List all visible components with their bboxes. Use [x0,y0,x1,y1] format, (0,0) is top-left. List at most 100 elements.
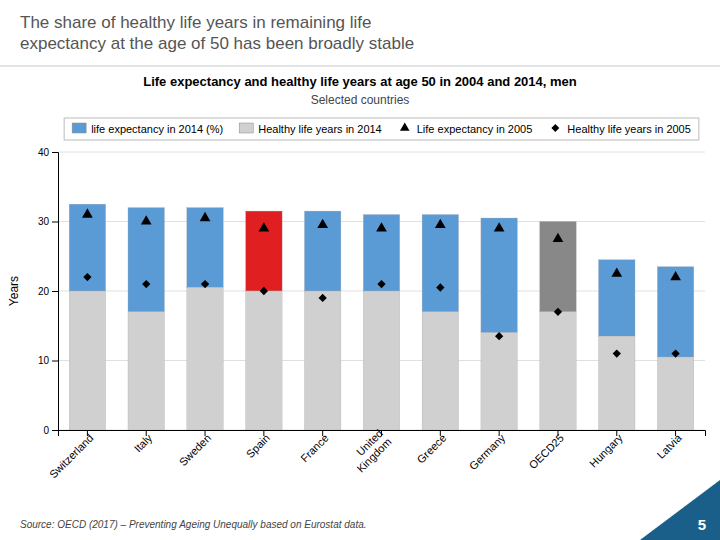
source: Source: OECD (2017) – Preventing Ageing … [20,519,367,530]
bar [540,222,576,312]
y-tick-mark [52,222,58,223]
bar [187,208,223,288]
subtitle2: Selected countries [311,93,410,107]
marker [258,222,269,231]
bar [69,204,105,291]
grid [58,152,705,430]
y-tick-label: 10 [38,355,50,366]
y-tick-mark [52,291,58,292]
x-tick-label: OECD25 [526,432,566,472]
bar [363,291,399,430]
marker [376,222,387,231]
marks [69,204,694,430]
marker [142,280,150,288]
bar [540,312,576,430]
subtitle: Life expectancy and healthy life years a… [143,74,577,89]
y-tick: 30 [38,216,58,227]
y-tick: 40 [38,147,58,158]
legend-symbol [400,122,410,130]
x-tick-label: Switzerland [47,432,96,481]
bar [128,312,164,430]
legend-swatch [239,123,253,133]
separator [0,66,720,67]
x-tick-label: France [298,432,331,465]
marker [435,219,446,228]
y-tick-mark [52,361,58,362]
x-tick-label: Sweden [177,432,214,469]
y-tick: 10 [38,355,58,366]
marker [553,233,564,242]
y-tick-label: 20 [38,286,50,297]
bar [422,312,458,430]
y-tick-mark [52,430,58,431]
x-tick: Sweden [177,430,214,468]
y-tick-label: 30 [38,216,50,227]
bar [599,260,635,336]
bar [481,333,517,430]
marker [200,212,211,221]
bar [363,215,399,291]
legend-label: Healthy life years in 2005 [567,123,691,135]
x-tick-label: Latvia [654,431,684,461]
x-tick-label: UnitedKingdom [346,427,394,475]
marker [671,349,679,357]
legend-frame [64,118,699,140]
marker [495,332,503,340]
title: The share of healthy life years in remai… [20,13,414,53]
marker [319,294,327,302]
x-tick: Spain [244,430,272,460]
x-tick: UnitedKingdom [346,427,394,475]
x-tick-label: Hungary [587,431,625,469]
marker [377,280,385,288]
y-tick-mark [52,152,58,153]
marker [436,283,444,291]
legend-item: life expectancy in 2014 (%) [72,123,223,135]
bar [657,267,693,357]
legend-item: Healthy life years in 2014 [239,123,382,135]
bar [187,288,223,430]
x-axis: Switzerland Italy Sweden Spain France UnitedK… [47,427,706,480]
chart: The share of healthy life years in remai… [0,0,720,540]
marker [260,287,268,295]
legend-symbol [551,124,559,132]
x-tick: Hungary [587,430,625,470]
marker [201,280,209,288]
legend-swatch [72,123,86,133]
grid-line [58,152,705,153]
bar [422,215,458,312]
y-axis-line [52,153,59,431]
marker [83,273,91,281]
legend-label: Healthy life years in 2014 [258,123,382,135]
y-tick-label: 0 [43,425,49,436]
x-tick-label: Italy [132,431,155,454]
legend-item: Life expectancy in 2005 [400,122,532,134]
bar [481,218,517,333]
x-tick-label: Germany [467,431,508,472]
x-tick: Greece [414,430,448,466]
plot: 0 10 20 30 40 Switzerland Italy Sweden Spain Fran… [38,147,706,481]
marker [494,222,505,231]
x-tick: OECD25 [526,430,566,471]
y-axis: 0 10 20 30 40 [38,147,59,436]
page-corner [640,480,720,540]
x-tick: Latvia [654,430,684,461]
bar [246,211,282,291]
legend-label: life expectancy in 2014 (%) [91,123,223,135]
y-tick: 20 [38,286,58,297]
x-tick: Germany [467,430,508,472]
x-tick: Italy [132,430,155,454]
bar [304,211,340,291]
marker [613,349,621,357]
x-tick: Switzerland [47,430,96,480]
bar [657,357,693,430]
x-tick: France [298,430,331,464]
y-axis-title: Years [7,276,21,306]
page-number: 5 [698,516,706,533]
legend-item: Healthy life years in 2005 [551,123,690,135]
marker [317,219,328,228]
x-tick-label: Spain [244,432,272,460]
legend-label: Life expectancy in 2005 [417,123,533,135]
y-tick-label: 40 [38,147,50,158]
marker [141,215,152,224]
bar [69,291,105,430]
